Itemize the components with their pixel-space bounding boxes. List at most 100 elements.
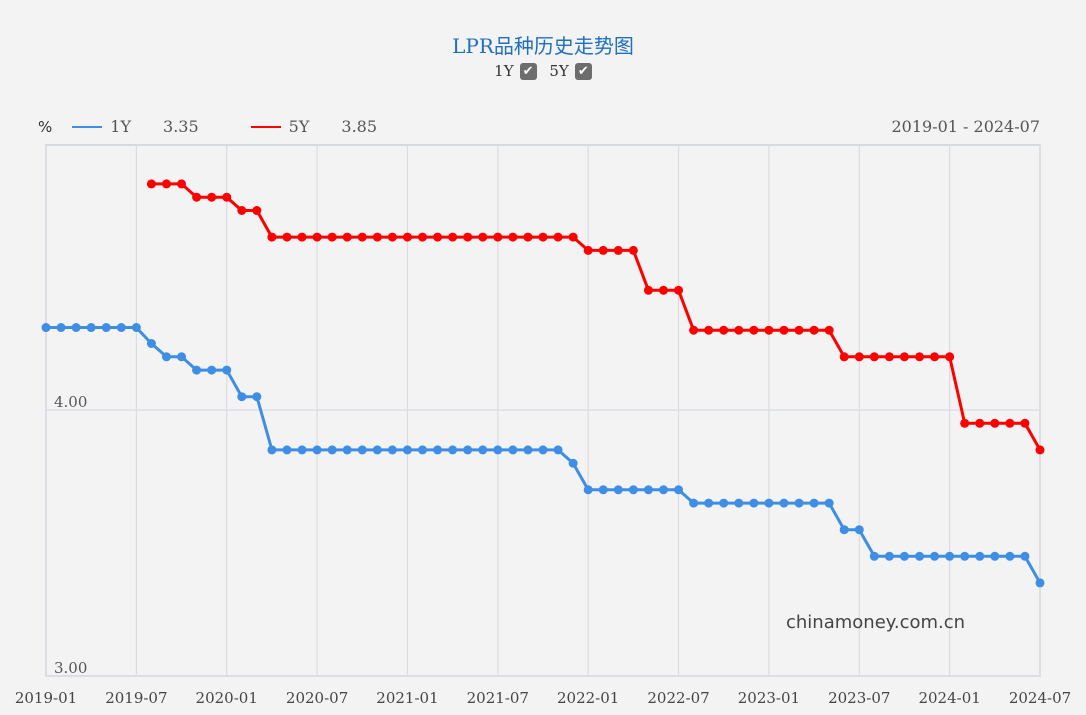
checkbox-checked-icon[interactable]: ✔ — [574, 62, 592, 80]
data-point — [824, 498, 834, 508]
legend-latest-value: 3.85 — [341, 117, 378, 136]
x-tick-label: 2021-01 — [376, 689, 438, 707]
data-point — [252, 392, 262, 402]
data-point — [899, 352, 909, 362]
chart-legend: % 1Y 3.35 5Y 3.85 — [38, 117, 429, 136]
legend-latest-value: 3.35 — [163, 117, 199, 136]
data-point — [312, 445, 322, 455]
chart-title: LPR品种历史走势图 — [452, 34, 634, 58]
data-point — [372, 445, 382, 455]
data-point — [568, 232, 578, 242]
data-point — [538, 232, 548, 242]
data-point — [990, 551, 1000, 561]
data-point — [433, 232, 443, 242]
checkbox-checked-icon[interactable]: ✔ — [519, 62, 537, 80]
data-point — [674, 285, 684, 295]
data-point — [704, 325, 714, 335]
data-point — [523, 232, 533, 242]
data-point — [960, 551, 970, 561]
legend-line-1y-icon — [72, 125, 103, 128]
data-point — [418, 445, 428, 455]
data-point — [598, 485, 608, 495]
data-point — [658, 485, 668, 495]
data-point — [809, 498, 819, 508]
data-point — [930, 551, 940, 561]
data-point — [192, 192, 202, 202]
data-point — [418, 232, 428, 242]
data-point — [1005, 551, 1015, 561]
data-point — [854, 525, 864, 535]
legend-name: 5Y — [288, 117, 310, 136]
data-point — [252, 206, 262, 215]
data-point — [463, 445, 473, 455]
data-point — [146, 339, 156, 348]
data-point — [824, 325, 834, 335]
data-point — [764, 325, 774, 335]
data-point — [508, 445, 518, 455]
date-range-label: 2019-01 - 2024-07 — [891, 117, 1040, 136]
data-point — [463, 232, 473, 242]
data-point — [869, 352, 879, 362]
data-point — [930, 352, 940, 362]
data-point — [267, 445, 277, 455]
data-point — [1020, 418, 1030, 428]
x-tick-label: 2020-01 — [196, 689, 258, 707]
data-point — [101, 323, 111, 333]
data-point — [568, 458, 578, 468]
data-point — [583, 485, 593, 495]
y-tick-label: 3.00 — [54, 659, 87, 677]
data-point — [899, 551, 909, 561]
toggle-1y[interactable]: 1Y ✔ — [494, 62, 537, 80]
data-point — [734, 498, 744, 508]
data-point — [448, 232, 458, 242]
data-point — [237, 206, 247, 215]
data-point — [1020, 551, 1030, 561]
legend-item-1y[interactable]: 1Y 3.35 — [72, 117, 199, 136]
toggle-5y-label: 5Y — [549, 62, 569, 80]
x-tick-label: 2022-07 — [647, 689, 709, 707]
data-point — [613, 245, 623, 255]
data-point — [116, 323, 126, 333]
data-point — [643, 485, 653, 495]
toggle-5y[interactable]: 5Y ✔ — [549, 62, 592, 80]
legend-item-5y[interactable]: 5Y 3.85 — [250, 117, 378, 136]
data-point — [177, 352, 187, 362]
watermark: chinamoney.com.cn — [786, 612, 966, 633]
data-point — [342, 232, 352, 242]
data-point — [764, 498, 774, 508]
data-point — [41, 323, 51, 333]
data-point — [779, 325, 789, 335]
data-point — [1035, 445, 1045, 455]
data-point — [538, 445, 548, 455]
data-point — [402, 232, 412, 242]
data-point — [869, 551, 879, 561]
x-tick-label: 2020-07 — [286, 689, 348, 707]
unit-label: % — [38, 117, 53, 136]
data-point — [267, 232, 277, 242]
data-point — [749, 325, 759, 335]
data-point — [945, 551, 955, 561]
x-tick-label: 2022-01 — [557, 689, 619, 707]
data-point — [297, 445, 307, 455]
data-point — [297, 232, 307, 242]
data-point — [658, 285, 668, 295]
x-tick-label: 2023-01 — [738, 689, 800, 707]
data-point — [975, 551, 985, 561]
data-point — [598, 245, 608, 255]
data-point — [689, 498, 699, 508]
legend-name: 1Y — [110, 117, 132, 136]
data-point — [945, 352, 955, 362]
data-point — [553, 445, 563, 455]
data-point — [719, 325, 729, 335]
data-point — [478, 445, 488, 455]
data-point — [915, 352, 925, 362]
data-point — [508, 232, 518, 242]
data-point — [161, 352, 171, 362]
data-point — [794, 498, 804, 508]
data-point — [1005, 418, 1015, 428]
data-point — [131, 323, 141, 333]
data-point — [282, 232, 292, 242]
data-point — [960, 418, 970, 428]
data-point — [839, 352, 849, 362]
